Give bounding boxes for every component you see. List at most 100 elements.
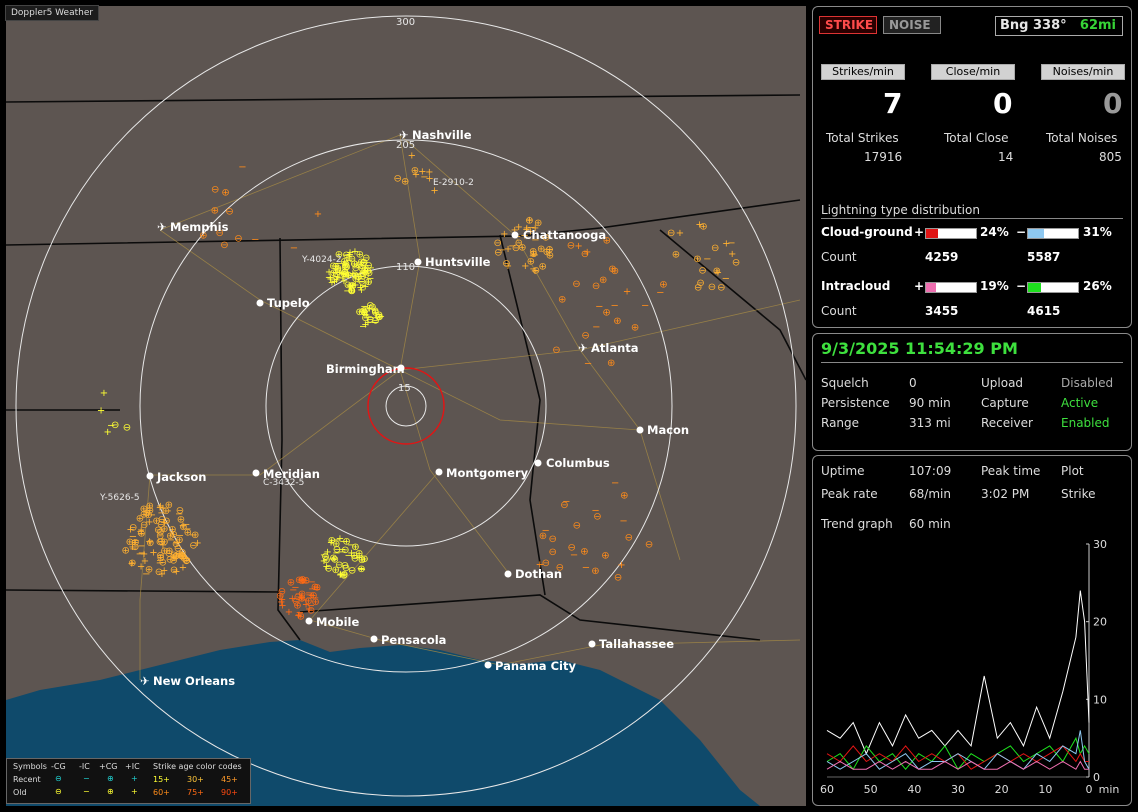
strike-marker: ⊕ [341, 260, 349, 271]
city-macon: Macon [636, 423, 689, 437]
noise-tab[interactable]: NOISE [883, 16, 941, 34]
strike-marker: + [278, 595, 286, 606]
city-birmingham: Birmingham [326, 362, 405, 376]
strike-marker: + [617, 560, 625, 571]
total-close-label: Total Close [944, 131, 1009, 145]
strike-marker: + [362, 310, 370, 321]
strike-marker: ⊖ [593, 512, 601, 523]
strike-marker: ⊖ [182, 556, 190, 567]
strike-marker: + [320, 556, 328, 567]
strike-marker: ⊕ [298, 576, 306, 587]
city-memphis: ✈ Memphis [157, 220, 229, 234]
strike-marker: + [159, 503, 167, 514]
total-noises-value: 805 [1099, 150, 1122, 164]
strike-marker: ⊕ [613, 316, 621, 327]
strike-marker: ⊕ [298, 589, 306, 600]
noises-per-min-button[interactable]: Noises/min [1041, 64, 1125, 80]
strike-marker: ⊖ [307, 605, 315, 616]
svg-text:Atlanta: Atlanta [591, 341, 639, 355]
strike-marker: + [357, 285, 365, 296]
strike-marker: + [158, 569, 166, 580]
close-per-min-button[interactable]: Close/min [931, 64, 1015, 80]
city-chattanooga: Chattanooga [511, 228, 606, 242]
strike-marker: − [363, 266, 371, 277]
ic-negative-count: 4615 [1027, 304, 1061, 318]
cg-count-label: Count [821, 250, 857, 264]
strike-marker: ⊕ [360, 554, 368, 565]
lightning-map[interactable]: 300 205 110 15 ⊕ + + − ⊖ ⊕ ⊕ − − + ⊕ ⊕ ⊕ ⊖ ⊕ ⊕ − ⊕ ⊕ + ⊖ − ⊖ ⊕ −… [0, 0, 808, 812]
strike-marker: − [527, 222, 535, 233]
strike-marker: + [145, 536, 153, 547]
legend-col-header: -IC [79, 762, 90, 771]
strike-marker: ⊕ [342, 537, 350, 548]
strike-marker: − [619, 516, 627, 527]
strike-marker: ⊕ [543, 247, 551, 258]
strike-marker: + [364, 277, 372, 288]
svg-text:Panama City: Panama City [495, 659, 576, 673]
strike-marker: ⊕ [355, 272, 363, 283]
strike-marker: + [97, 406, 105, 417]
trend-graph-value[interactable]: 60 min [909, 517, 951, 531]
strike-marker: ⊕ [558, 295, 566, 306]
age-code: 75+ [187, 788, 204, 797]
strike-marker: ⊕ [620, 490, 628, 501]
strike-marker: + [349, 269, 357, 280]
strike-marker: + [295, 610, 303, 621]
total-noises-label: Total Noises [1046, 131, 1118, 145]
strike-marker: ⊕ [364, 266, 372, 277]
strike-marker: ⊖ [696, 278, 704, 289]
strike-marker: ⊕ [334, 265, 342, 276]
strike-marker: ⊖ [359, 271, 367, 282]
strike-marker: − [189, 530, 197, 541]
svg-text:New Orleans: New Orleans [153, 674, 235, 688]
strike-marker: − [181, 554, 189, 565]
strike-markers: ⊕+ +−⊖⊕⊕−−+⊕⊕⊕⊖⊕⊕−⊕⊕+⊖−⊖⊕−−+⊖+−+−+ −⊕+⊕⊕+⊕… [97, 151, 740, 623]
strike-marker: ⊕ [157, 553, 165, 564]
strike-marker: ⊖ [360, 258, 368, 269]
strike-marker: − [703, 254, 711, 265]
distance-value: 62mi [1079, 18, 1116, 33]
strikes-per-min-button[interactable]: Strikes/min [821, 64, 905, 80]
svg-text:Pensacola: Pensacola [381, 633, 446, 647]
strike-marker: − [313, 585, 321, 596]
strike-marker: + [574, 241, 582, 252]
city-dot [305, 617, 313, 625]
strike-marker: + [179, 563, 187, 574]
strike-marker: + [714, 267, 722, 278]
plus-sign: + [914, 279, 925, 293]
strike-marker: ⊖ [348, 254, 356, 265]
plus-sign: + [914, 225, 925, 239]
strike-marker: ⊖ [358, 264, 366, 275]
strike-marker: ⊕ [313, 583, 321, 594]
strike-marker: − [727, 238, 735, 249]
strike-marker: + [361, 320, 369, 331]
peak-time-label: Peak time [981, 464, 1041, 478]
strike-marker: − [343, 286, 351, 297]
strike-marker: ⊖ [278, 586, 286, 597]
strike-marker: + [160, 565, 168, 576]
strike-marker: − [531, 235, 539, 246]
plot-value[interactable]: Strike [1061, 487, 1096, 501]
strike-marker: − [611, 301, 619, 312]
strike-marker: ⊖ [341, 561, 349, 572]
strike-marker: ⊖ [225, 206, 233, 217]
strike-marker: ⊕ [539, 262, 547, 273]
strike-marker: − [329, 554, 337, 565]
strike-marker: ⊖ [333, 544, 341, 555]
strike-marker: ⊕ [184, 528, 192, 539]
svg-text:Montgomery: Montgomery [446, 466, 529, 480]
strike-marker: ⊖ [515, 238, 523, 249]
map-canvas[interactable]: 300 205 110 15 ⊕+ +−⊖⊕⊕−−+⊕⊕⊕⊖⊕⊕−⊕⊕+⊖−⊖⊕−… [0, 0, 808, 812]
strike-tab[interactable]: STRIKE [819, 16, 877, 34]
strike-marker: ⊕ [160, 546, 168, 557]
strike-marker: ⊕ [356, 249, 364, 260]
strike-marker: + [337, 569, 345, 580]
strike-marker: ⊕ [165, 500, 173, 511]
strike-marker: + [412, 170, 420, 181]
strike-marker: + [323, 547, 331, 558]
y-tick-label: 10 [1093, 693, 1107, 706]
strike-marker: + [169, 553, 177, 564]
strike-marker: ⊕ [287, 578, 295, 589]
strike-marker: ⊖ [211, 184, 219, 195]
city-jackson: Jackson [146, 470, 206, 484]
